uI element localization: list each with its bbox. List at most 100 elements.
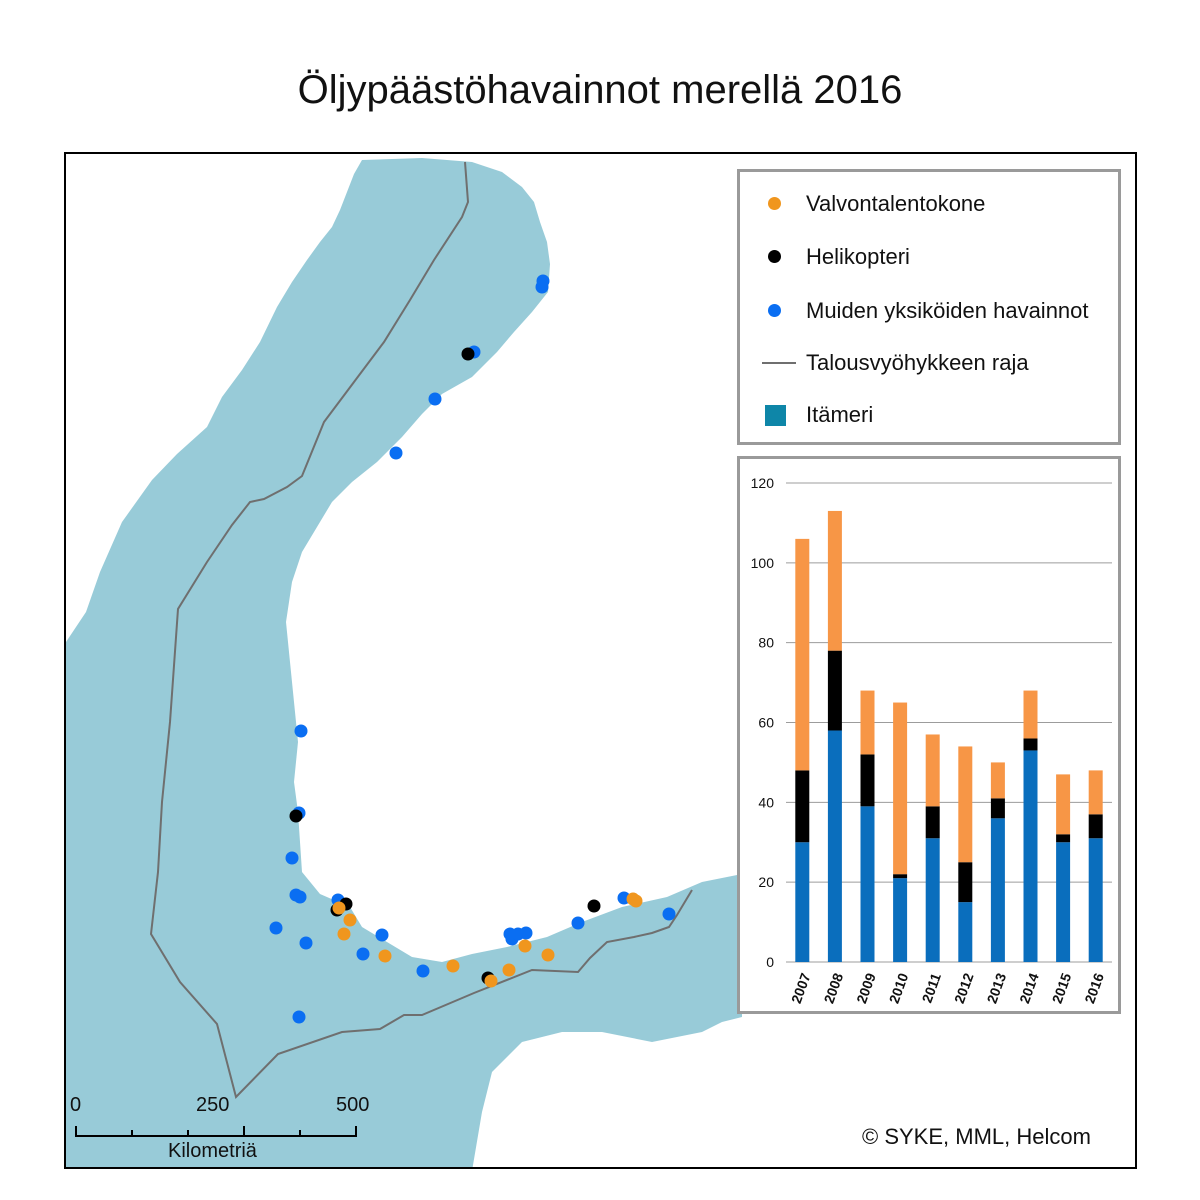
scale-unit-label: Kilometriä [168,1140,257,1162]
bar-other-segment [795,842,810,962]
bar-helicopter-segment [893,874,908,879]
bar-helicopter-segment [925,806,940,839]
copyright-text: © SYKE, MML, Helcom [862,1124,1091,1149]
scale-label-250: 250 [196,1094,230,1116]
bar-aircraft-segment [925,734,940,807]
x-tick-label: 2015 [1049,971,1075,1006]
bar-helicopter-segment [1056,834,1071,843]
bar-other-segment [1088,838,1103,962]
y-tick-label: 40 [758,794,774,810]
baltic-square-icon [765,405,786,426]
other-observation-point[interactable] [389,446,403,460]
legend-label-helicopter: Helikopteri [806,244,910,269]
other-dot-icon [768,304,781,317]
other-observation-point[interactable] [519,926,533,940]
bar-aircraft-segment [827,510,842,651]
other-observation-point[interactable] [269,921,283,935]
legend-label-eez: Talousvyöhykkeen raja [806,350,1029,375]
legend-item-helicopter: Helikopteri [762,242,910,272]
bar-aircraft-segment [990,762,1005,799]
x-tick-label: 2014 [1016,971,1042,1006]
legend-item-baltic: Itämeri [762,400,873,430]
bar-helicopter-segment [958,862,973,903]
other-observation-point[interactable] [294,724,308,738]
bar-aircraft-segment [1023,690,1038,739]
x-tick-label: 2012 [951,971,977,1006]
other-observation-point[interactable] [375,928,389,942]
x-tick-label: 2016 [1081,971,1107,1006]
other-observation-point[interactable] [535,280,549,294]
x-tick-label: 2010 [886,971,912,1006]
legend-item-eez: Talousvyöhykkeen raja [762,348,1029,378]
aircraft-observation-point[interactable] [446,959,460,973]
bar-other-segment [827,730,842,962]
aircraft-observation-point[interactable] [343,913,357,927]
scale-label-0: 0 [70,1094,82,1116]
eez-boundary-line [149,161,693,1099]
y-tick-label: 100 [751,555,775,571]
bar-other-segment [925,838,940,962]
helicopter-observation-point[interactable] [461,347,475,361]
legend-item-other: Muiden yksiköiden havainnot [762,296,1089,326]
bar-other-segment [1023,750,1038,962]
bar-other-segment [893,878,908,962]
observation-points [269,274,676,1024]
scale-bar: 0 250 500 Kilometriä [60,1090,380,1170]
aircraft-observation-point[interactable] [378,949,392,963]
scale-bar-ruler [75,1126,357,1137]
aircraft-observation-point[interactable] [502,963,516,977]
bar-aircraft-segment [795,538,810,771]
aircraft-observation-point[interactable] [332,901,346,915]
aircraft-observation-point[interactable] [484,974,498,988]
aircraft-observation-point[interactable] [541,948,555,962]
y-tick-label: 20 [758,874,774,890]
y-tick-label: 80 [758,635,774,651]
bar-helicopter-segment [827,650,842,731]
bar-aircraft-segment [1088,770,1103,815]
aircraft-observation-point[interactable] [629,894,643,908]
eez-line-icon [762,362,796,364]
x-tick-label: 2008 [821,971,847,1006]
bar-aircraft-segment [893,702,908,875]
other-observation-point[interactable] [662,907,676,921]
x-tick-label: 2013 [984,971,1010,1006]
helicopter-observation-point[interactable] [587,899,601,913]
legend-item-aircraft: Valvontalentokone [762,189,985,219]
x-tick-label: 2009 [853,971,879,1006]
baltic-sea-area [66,158,742,1167]
legend-label-aircraft: Valvontalentokone [806,191,986,216]
helicopter-dot-icon [768,250,781,263]
other-observation-point[interactable] [416,964,430,978]
bar-helicopter-segment [795,770,810,843]
bar-aircraft-segment [860,690,875,755]
aircraft-observation-point[interactable] [518,939,532,953]
other-observation-point[interactable] [285,851,299,865]
bar-aircraft-segment [1056,774,1071,835]
y-tick-label: 0 [766,954,774,970]
other-observation-point[interactable] [356,947,370,961]
map-title: Öljypäästöhavainnot merellä 2016 [297,68,903,112]
scale-label-500: 500 [336,1094,370,1116]
other-observation-point[interactable] [571,916,585,930]
other-observation-point[interactable] [292,1010,306,1024]
helicopter-observation-point[interactable] [289,809,303,823]
aircraft-observation-point[interactable] [337,927,351,941]
legend-label-other: Muiden yksiköiden havainnot [806,298,1089,323]
legend-box: Valvontalentokone Helikopteri Muiden yks… [737,169,1121,445]
bar-chart: 0 20 40 60 80 100 120 2007 2008 2009 2010 2011 2012 2… [751,475,1112,1006]
other-observation-point[interactable] [293,890,307,904]
other-observation-point[interactable] [428,392,442,406]
x-tick-label: 2007 [788,971,814,1006]
bar-other-segment [990,818,1005,962]
bar-helicopter-segment [1023,738,1038,751]
legend-label-baltic: Itämeri [806,402,874,427]
other-observation-point[interactable] [299,936,313,950]
bar-other-segment [860,806,875,962]
bar-helicopter-segment [990,798,1005,819]
bar-other-segment [958,902,973,962]
bar-other-segment [1056,842,1071,962]
aircraft-dot-icon [768,197,781,210]
bar-helicopter-segment [860,754,875,807]
bar-aircraft-segment [958,746,973,863]
y-tick-label: 120 [751,475,775,491]
